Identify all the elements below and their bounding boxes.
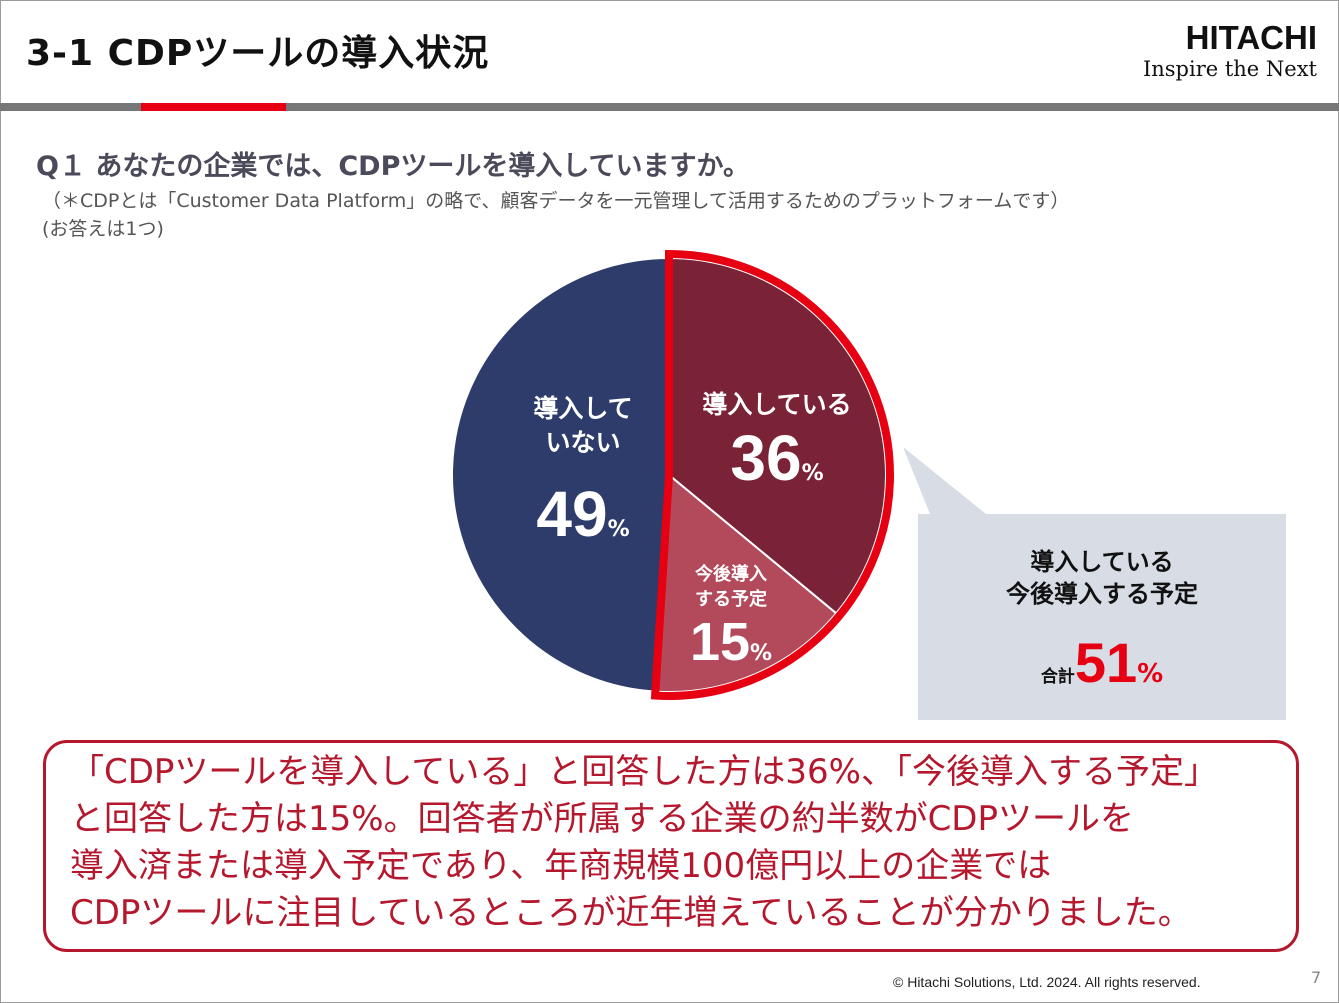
callout-total-value: 51: [1074, 631, 1138, 694]
callout-tail: [903, 447, 986, 514]
slice-value-adopted: 36: [730, 422, 802, 494]
slice-label-adopted: 導入している 36%: [672, 388, 882, 490]
summary-line: と回答した方は15%。回答者が所属する企業の約半数がCDPツールを: [70, 799, 1134, 839]
summary-box: 「CDPツールを導入している」と回答した方は36%、「今後導入する予定」 と回答…: [43, 740, 1299, 952]
slice-label-not-adopted-line2: いない: [545, 428, 621, 457]
slice-label-not-adopted-line1: 導入して: [533, 394, 633, 423]
question-note: （＊CDPとは「Customer Data Platform」の略で、顧客データ…: [42, 190, 1070, 212]
slice-label-planned: 今後導入 する予定 15%: [666, 562, 796, 670]
slice-unit-adopted: %: [801, 461, 824, 486]
pie-slice: [654, 472, 838, 693]
slice-unit-planned: %: [750, 641, 773, 666]
summary-line: 導入済または導入予定であり、年商規模100億円以上の企業では: [70, 846, 1052, 886]
slice-label-not-adopted: 導入して いない 49%: [508, 392, 658, 546]
slice-unit-not-adopted: %: [607, 517, 630, 542]
slice-value-not-adopted: 49: [536, 478, 608, 550]
summary-line: CDPツールに注目しているところが近年増えていることが分かりました。: [70, 893, 1192, 933]
page-number: 7: [1311, 968, 1322, 987]
slice-label-adopted-text: 導入している: [702, 390, 852, 419]
header-divider: [0, 103, 1339, 111]
callout-total: 合計51%: [918, 630, 1286, 695]
pie-slice: [668, 256, 887, 615]
hitachi-logo: HITACHI Inspire the Next: [1143, 20, 1317, 82]
pie-highlight-outline: [650, 249, 894, 700]
callout-total-label: 合計: [1040, 667, 1075, 687]
callout-box: [918, 514, 1286, 720]
slice-label-planned-line2: する予定: [695, 589, 767, 610]
copyright: © Hitachi Solutions, Ltd. 2024. All righ…: [893, 974, 1201, 990]
callout-line1: 導入している: [1030, 548, 1174, 576]
callout-text: 導入している 今後導入する予定: [918, 546, 1286, 610]
slice-label-planned-line1: 今後導入: [695, 564, 767, 585]
callout-total-unit: %: [1137, 659, 1164, 689]
logo-brand: HITACHI: [1185, 19, 1317, 56]
summary-line: 「CDPツールを導入している」と回答した方は36%、「今後導入する予定」: [70, 752, 1218, 792]
question-text: Q１ あなたの企業では、CDPツールを導入していますか。: [36, 151, 751, 182]
callout-line2: 今後導入する予定: [1006, 580, 1198, 608]
answer-instruction: (お答えは1つ): [42, 218, 164, 240]
logo-tagline: Inspire the Next: [1142, 57, 1317, 81]
pie-slice: [450, 256, 670, 693]
slice-value-planned: 15: [689, 612, 751, 672]
header-divider-accent: [141, 103, 286, 111]
page-title: 3-1 CDPツールの導入状況: [26, 33, 490, 74]
